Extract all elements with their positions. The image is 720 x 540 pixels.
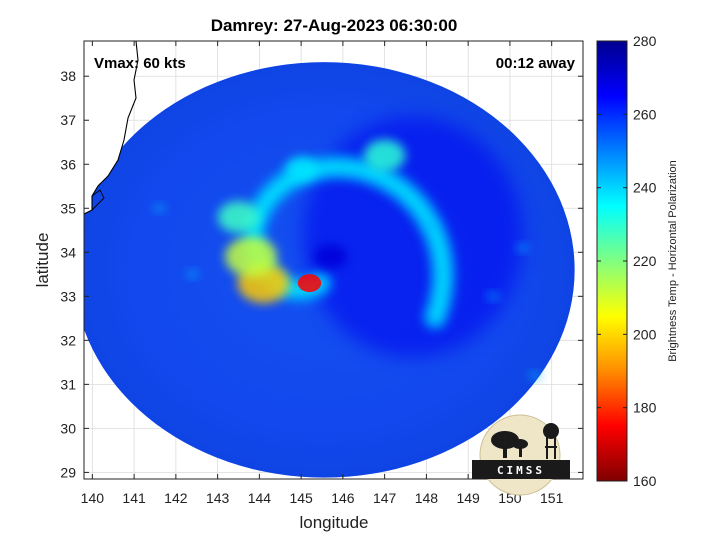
colorbar-tick-label: 200	[633, 326, 657, 342]
x-tick-label: 140	[81, 490, 105, 506]
colorbar-ramp	[596, 40, 628, 482]
colorbar-ticks: 160 180 200 220 240 260 280	[597, 33, 657, 489]
colorbar-tick-label: 260	[633, 106, 657, 122]
x-tick-label: 142	[164, 490, 188, 506]
tick-marks	[84, 41, 583, 479]
x-tick-label: 146	[331, 490, 355, 506]
y-tick-label: 34	[60, 244, 76, 260]
y-tick-label: 30	[60, 420, 76, 436]
y-tick-label: 29	[60, 464, 76, 480]
x-tick-label: 147	[373, 490, 397, 506]
outer-region	[302, 116, 523, 357]
chart-title: Damrey: 27-Aug-2023 06:30:00	[211, 16, 458, 35]
y-tick-label: 35	[60, 200, 76, 216]
y-axis-label: latitude	[33, 233, 52, 288]
inner-band-west	[225, 236, 278, 277]
colorbar-tick-label: 180	[633, 400, 657, 416]
y-tick-label: 31	[60, 376, 76, 392]
coastline-inner	[91, 189, 105, 211]
satellite-dish-icon	[491, 431, 528, 458]
coastline-line	[84, 41, 139, 215]
x-tick-label: 145	[289, 490, 313, 506]
vmax-annotation: Vmax: 60 kts	[94, 55, 186, 72]
logo-text: CIMSS	[497, 464, 545, 477]
water-tower-icon	[543, 423, 559, 459]
x-tick-label: 144	[248, 490, 272, 506]
x-tick-label: 148	[415, 490, 439, 506]
cell-northeast	[363, 139, 406, 172]
coastline	[84, 41, 139, 215]
x-tick-label: 149	[456, 490, 480, 506]
cimss-logo: CIMSS	[472, 414, 570, 496]
y-tick-label: 33	[60, 288, 76, 304]
x-axis-label: longitude	[299, 513, 368, 532]
swath-layer	[84, 62, 575, 478]
colorbar: 160 180 200 220 240 260 280 Brightness Temp - …	[596, 33, 679, 489]
convective-speck	[186, 270, 199, 279]
colorbar-label: Brightness Temp - Horizontal Polarizatio…	[667, 160, 679, 362]
y-tick-label: 37	[60, 112, 76, 128]
band-northwest	[217, 201, 260, 234]
y-tick-label: 32	[60, 332, 76, 348]
convective-speck	[424, 221, 437, 230]
land-mask	[84, 41, 138, 214]
plot-frame	[83, 40, 584, 480]
x-tick-label: 151	[540, 490, 564, 506]
colorbar-tick-label: 220	[633, 253, 657, 269]
colorbar-tick-label: 280	[633, 33, 657, 49]
convective-speck	[153, 204, 166, 213]
convective-speck	[528, 371, 541, 380]
time-away-annotation: 00:12 away	[496, 55, 576, 72]
y-tick-labels: 29 30 31 32 33 34 35 36 37 38	[60, 68, 76, 480]
logo-band	[472, 460, 570, 479]
x-tick-label: 141	[122, 490, 146, 506]
y-tick-label: 38	[60, 68, 76, 84]
convective-speck	[516, 243, 529, 252]
y-tick-label: 36	[60, 156, 76, 172]
warm-core-patch	[297, 274, 322, 293]
convective-speck	[487, 292, 500, 301]
x-tick-label: 143	[206, 490, 230, 506]
x-tick-labels: 140 141 142 143 144 145 146 147 148 149 150 151	[81, 490, 564, 506]
eye	[313, 244, 348, 269]
colorbar-tick-label: 240	[633, 180, 657, 196]
colorbar-tick-label: 160	[633, 473, 657, 489]
band-north	[285, 156, 317, 181]
